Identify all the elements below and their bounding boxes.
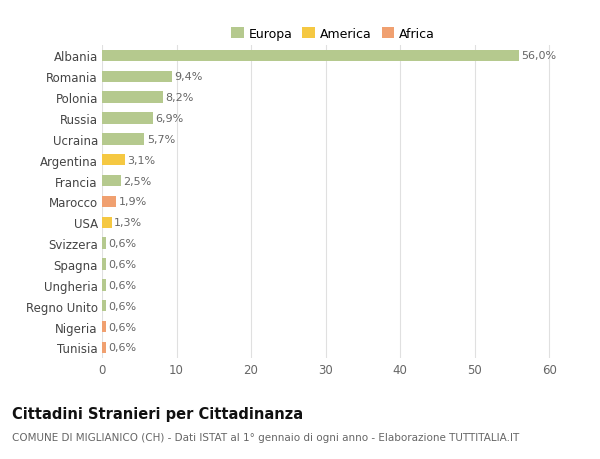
Bar — [102, 50, 519, 62]
Bar — [102, 72, 172, 83]
Bar — [102, 280, 106, 291]
Text: Cittadini Stranieri per Cittadinanza: Cittadini Stranieri per Cittadinanza — [12, 406, 303, 421]
Text: COMUNE DI MIGLIANICO (CH) - Dati ISTAT al 1° gennaio di ogni anno - Elaborazione: COMUNE DI MIGLIANICO (CH) - Dati ISTAT a… — [12, 432, 519, 442]
Text: 0,6%: 0,6% — [109, 239, 137, 249]
Bar — [102, 300, 106, 312]
Bar — [102, 321, 106, 332]
Bar — [102, 342, 106, 353]
Text: 0,6%: 0,6% — [109, 342, 137, 353]
Text: 8,2%: 8,2% — [166, 93, 194, 103]
Bar — [102, 175, 121, 187]
Text: 0,6%: 0,6% — [109, 259, 137, 269]
Text: 3,1%: 3,1% — [127, 155, 155, 165]
Text: 1,3%: 1,3% — [114, 218, 142, 228]
Text: 5,7%: 5,7% — [147, 134, 175, 145]
Text: 1,9%: 1,9% — [118, 197, 146, 207]
Bar — [102, 196, 116, 207]
Text: 9,4%: 9,4% — [174, 72, 203, 82]
Bar — [102, 113, 154, 124]
Bar — [102, 238, 106, 249]
Text: 2,5%: 2,5% — [123, 176, 151, 186]
Text: 6,9%: 6,9% — [155, 114, 184, 124]
Bar — [102, 259, 106, 270]
Text: 0,6%: 0,6% — [109, 322, 137, 332]
Text: 56,0%: 56,0% — [521, 51, 557, 62]
Bar — [102, 155, 125, 166]
Bar — [102, 92, 163, 104]
Text: 0,6%: 0,6% — [109, 301, 137, 311]
Legend: Europa, America, Africa: Europa, America, Africa — [227, 24, 439, 45]
Bar — [102, 134, 145, 145]
Text: 0,6%: 0,6% — [109, 280, 137, 290]
Bar — [102, 217, 112, 229]
